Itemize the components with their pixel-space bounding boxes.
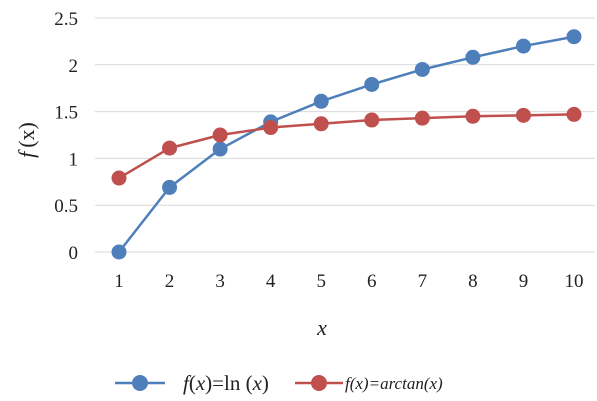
legend-marker-arctan [311,375,327,391]
data-point [364,112,380,128]
x-tick-label: 5 [316,271,326,292]
data-point [212,127,228,143]
legend-label-ln: f(x)=ln (x) [183,371,269,395]
y-tick-label: 1.5 [54,103,78,124]
x-tick-label: 7 [418,271,428,292]
y-tick-label: 1 [69,149,79,170]
data-point [313,116,329,132]
data-point [162,179,178,195]
y-tick-label: 0 [69,243,79,264]
series-line [118,113,575,180]
x-axis-ticks: 1 2 3 4 5 6 7 8 9 10 [114,271,583,292]
series-line [118,35,575,253]
x-tick-label: 10 [565,271,584,292]
data-point [313,93,329,109]
data-point [414,110,430,126]
x-tick-label: 9 [519,271,529,292]
data-point [465,108,481,124]
y-tick-label: 2.5 [54,9,78,30]
y-tick-label: 0.5 [54,196,78,217]
data-point [364,76,380,92]
series-arctan-x [111,106,582,186]
gridlines [95,17,595,253]
data-point [111,244,127,260]
data-point [162,140,178,156]
x-tick-label: 6 [367,271,377,292]
data-point [566,29,582,45]
data-point [212,141,228,157]
data-point [515,38,531,54]
data-point [414,61,430,77]
x-tick-label: 2 [165,271,175,292]
x-tick-label: 3 [215,271,225,292]
y-axis-title: f(x) [14,122,39,158]
x-tick-label: 1 [114,271,124,292]
x-axis-title: x [316,315,327,340]
x-tick-label: 4 [266,271,276,292]
legend-label-arctan: f(x)=arctan(x) [345,374,443,393]
legend: f(x)=ln (x) f(x)=arctan(x) [115,371,443,395]
x-tick-label: 8 [468,271,478,292]
data-point [263,120,279,136]
y-axis-ticks: 0 0.5 1 1.5 2 2.5 [54,9,78,264]
legend-marker-ln [132,375,148,391]
data-point [515,107,531,123]
data-point [566,106,582,122]
y-tick-label: 2 [69,56,79,77]
data-point [465,49,481,65]
data-point [111,170,127,186]
